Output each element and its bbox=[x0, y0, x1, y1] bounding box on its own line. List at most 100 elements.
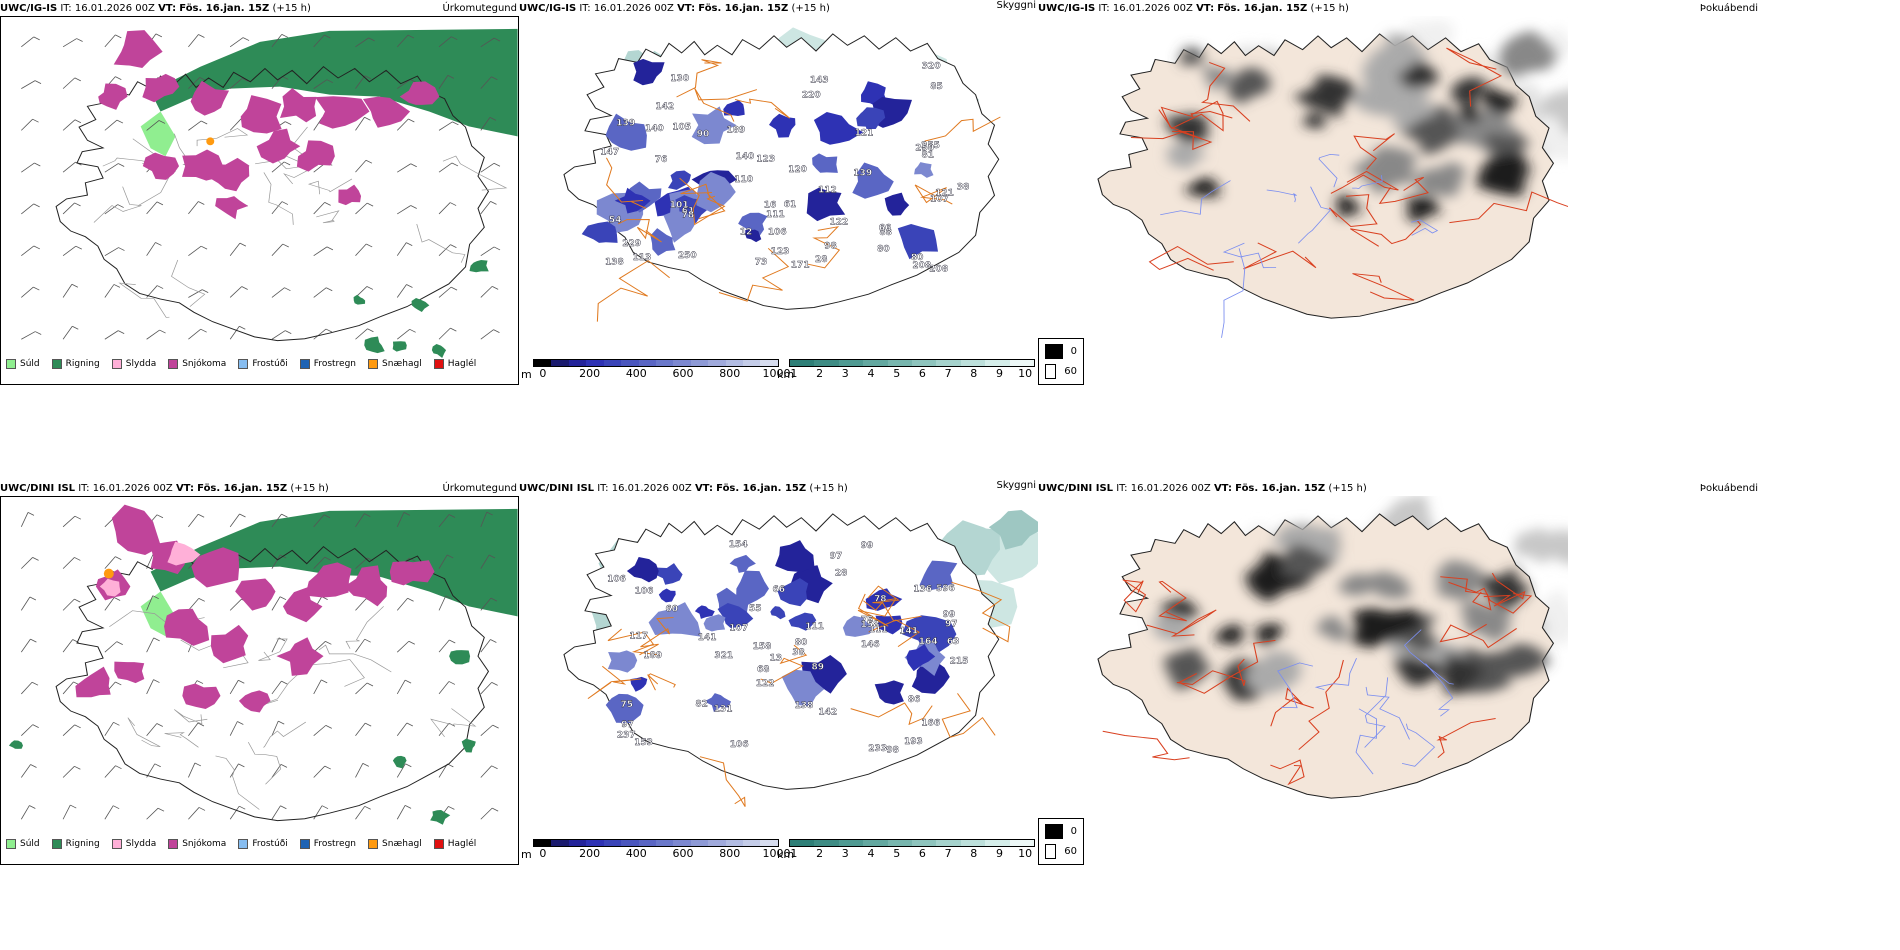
legend-swatch bbox=[6, 359, 16, 369]
wind-barb-flag bbox=[364, 75, 371, 80]
wind-barb-flag bbox=[30, 764, 37, 768]
wind-barb-flag bbox=[493, 37, 501, 42]
cloudbase-value-label: 138 bbox=[795, 701, 814, 711]
fog-index-areas bbox=[1151, 522, 1551, 702]
cloudbase-area bbox=[654, 563, 683, 585]
river bbox=[1318, 154, 1340, 188]
legend-item: Slydda bbox=[111, 359, 156, 369]
wind-barb-flag bbox=[448, 514, 456, 518]
cloudbase-area bbox=[874, 680, 904, 705]
wind-barb bbox=[188, 120, 202, 131]
colorbar-cell bbox=[690, 360, 709, 366]
wind-barb bbox=[188, 598, 200, 611]
wind-barb-flag bbox=[239, 805, 246, 810]
cloudbase-value-label: 250 bbox=[678, 251, 697, 261]
wind-barb bbox=[188, 762, 196, 778]
colorbar-unit: m bbox=[521, 848, 532, 861]
colorbar-tick-label: 5 bbox=[893, 847, 901, 860]
cloudbase-value-label: 117 bbox=[629, 632, 648, 642]
wind-barb-flag bbox=[450, 244, 457, 248]
rain-patch bbox=[392, 755, 407, 769]
cloudbase-visibility-panel-top: UWC/IG-IS IT: 16.01.2026 00Z VT: Fös. 16… bbox=[519, 0, 1038, 385]
fog-index-area bbox=[1350, 607, 1425, 649]
iceland-outline bbox=[55, 545, 490, 822]
legend-swatch bbox=[238, 839, 249, 849]
legend-label: Snæhagl bbox=[382, 839, 422, 849]
colorbar-tick-label: 8 bbox=[970, 367, 978, 380]
wind-barb bbox=[396, 805, 406, 820]
wind-barb-flag bbox=[490, 597, 498, 602]
river bbox=[345, 606, 384, 649]
rain-patch bbox=[392, 341, 407, 352]
wind-barb bbox=[355, 638, 366, 653]
wind-barb bbox=[438, 514, 450, 528]
river bbox=[263, 172, 294, 225]
cloudbase-area bbox=[668, 170, 691, 190]
cloudbase-value-label: 73 bbox=[755, 258, 768, 268]
snow-area bbox=[215, 196, 249, 220]
cloudbase-area bbox=[911, 660, 950, 694]
colorbar-cell bbox=[760, 840, 778, 846]
colorbar-cell bbox=[760, 360, 778, 366]
legend-item: Rigning bbox=[51, 839, 100, 849]
cloudbase-value-label: 75 bbox=[621, 700, 634, 710]
fog-index-area bbox=[1302, 111, 1327, 130]
cloudbase-area bbox=[581, 221, 618, 243]
wind-barb bbox=[104, 805, 114, 820]
legend-label: Súld bbox=[20, 359, 40, 369]
wind-barb bbox=[480, 554, 490, 569]
panel-title: Skyggni bbox=[996, 0, 1036, 11]
wind-barb-flag bbox=[116, 641, 123, 645]
legend-swatch bbox=[238, 359, 249, 369]
legend-item: Snæhagl bbox=[368, 839, 422, 849]
wind-barb bbox=[229, 513, 240, 528]
wind-barb bbox=[313, 679, 322, 695]
cloudbase-area bbox=[906, 644, 936, 672]
wind-barb-flag bbox=[324, 34, 331, 39]
panel-header: UWC/IG-IS IT: 16.01.2026 00Z VT: Fös. 16… bbox=[519, 0, 1036, 14]
wind-barb-flag bbox=[74, 119, 82, 124]
wind-barb-flag bbox=[450, 327, 457, 332]
snow-area bbox=[210, 624, 249, 664]
roads bbox=[596, 59, 1001, 322]
cloudbase-value-label: 106 bbox=[635, 587, 654, 597]
snow-area bbox=[399, 81, 440, 105]
wind-barb bbox=[104, 204, 118, 215]
wind-barb-flag bbox=[364, 805, 371, 810]
fog-index-area bbox=[1393, 655, 1444, 686]
wind-barb-flag bbox=[324, 765, 331, 770]
cloudbase-value-label: 66 bbox=[773, 585, 786, 595]
wind-barb bbox=[104, 119, 118, 131]
roads bbox=[1102, 572, 1533, 786]
wind-barb-flag bbox=[285, 330, 292, 334]
wind-barb bbox=[355, 117, 365, 131]
road bbox=[1102, 730, 1190, 761]
colorbar-tick-label: 7 bbox=[944, 847, 952, 860]
wind-barb-flag bbox=[283, 161, 291, 166]
wind-barb bbox=[188, 514, 199, 528]
cloudbase-value-label: 90 bbox=[697, 130, 710, 140]
colorbar-tick-label: 3 bbox=[841, 367, 849, 380]
fog-legend: 0 60 bbox=[1038, 818, 1084, 865]
wind-barb bbox=[20, 638, 31, 653]
wind-barb-flag bbox=[200, 328, 207, 333]
cloudbase-value-label: 142 bbox=[655, 102, 674, 112]
wind-barb-flag bbox=[74, 77, 81, 82]
wind-barb bbox=[271, 34, 283, 48]
cloudbase-area bbox=[842, 615, 875, 637]
colorbar-tick-label: 400 bbox=[625, 847, 647, 860]
wind-barb-flag bbox=[33, 36, 40, 41]
wind-barb bbox=[146, 637, 155, 653]
road bbox=[924, 116, 1001, 142]
fog-index-area bbox=[1164, 646, 1212, 692]
wind-barb-flag bbox=[116, 119, 124, 124]
wind-barb bbox=[313, 246, 328, 257]
colorbar-cell bbox=[708, 840, 726, 846]
wind-barb bbox=[438, 681, 450, 695]
legend-swatch bbox=[111, 359, 122, 369]
fog-index-area bbox=[1415, 161, 1467, 198]
colorbar-cell bbox=[838, 840, 864, 846]
colorbar-cell bbox=[790, 840, 815, 846]
cloudbase-area bbox=[812, 153, 838, 173]
colorbar-tick-label: 400 bbox=[625, 367, 647, 380]
